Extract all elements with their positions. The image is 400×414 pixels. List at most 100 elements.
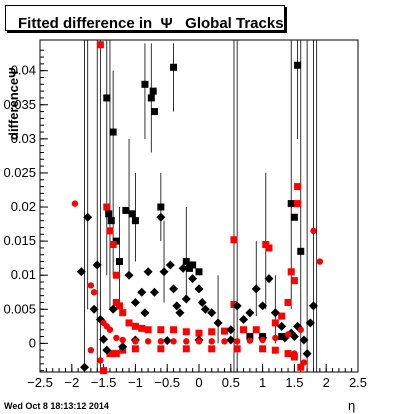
data-point-diamond <box>80 362 90 372</box>
data-point-circle <box>297 326 304 333</box>
data-point-square <box>182 258 190 266</box>
data-point-square <box>157 203 165 211</box>
data-point-square <box>290 353 298 361</box>
y-tick-label: 0.015 <box>3 233 36 248</box>
data-point-square <box>287 268 295 276</box>
data-point-diamond <box>162 336 172 346</box>
data-point-circle <box>87 346 95 354</box>
data-point-square <box>278 333 286 341</box>
data-point-square <box>208 328 216 336</box>
x-axis-label: η <box>348 398 356 413</box>
data-point-circle <box>170 338 177 345</box>
data-point-square <box>240 326 248 334</box>
data-point-diamond <box>305 318 315 328</box>
data-point-diamond <box>200 304 210 314</box>
data-point-square <box>138 324 146 332</box>
data-point-square <box>297 363 305 371</box>
data-point-square <box>284 350 292 358</box>
data-point-circle <box>71 200 79 207</box>
data-point-square <box>157 345 165 353</box>
x-tick-label: −2 <box>64 375 79 390</box>
data-point-diamond <box>181 294 191 304</box>
data-point-square <box>112 271 120 279</box>
data-point-square <box>112 298 120 306</box>
data-point-circle <box>144 338 152 345</box>
data-point-diamond <box>188 274 198 284</box>
data-point-diamond <box>140 308 150 318</box>
data-point-diamond <box>258 301 268 311</box>
data-point-square <box>246 333 254 341</box>
data-point-square <box>195 329 203 337</box>
y-tick-label: 0.035 <box>3 97 36 112</box>
data-point-square <box>107 217 115 225</box>
data-point-circle <box>183 338 190 345</box>
data-point-square <box>252 326 260 334</box>
data-point-square <box>290 277 298 285</box>
data-point-square <box>208 345 216 353</box>
data-point-diamond <box>118 342 128 352</box>
data-point-square <box>119 309 127 317</box>
y-tick-label: 0.02 <box>11 199 36 214</box>
x-tick-label: 0 <box>195 375 202 390</box>
timestamp: Wed Oct 8 18:13:12 2014 <box>4 401 109 411</box>
data-point-square <box>149 87 157 95</box>
data-point-diamond <box>232 301 242 311</box>
x-tick-label: 1.5 <box>285 375 303 390</box>
data-point-diamond <box>207 308 217 318</box>
data-point-square <box>294 183 302 191</box>
data-point-diamond <box>270 308 280 318</box>
data-point-square <box>297 247 305 255</box>
data-point-diamond <box>159 267 169 277</box>
data-point-diamond <box>92 260 102 270</box>
data-point-square <box>100 367 108 375</box>
data-point-diamond <box>137 287 147 297</box>
data-point-circle <box>97 357 104 364</box>
data-point-square <box>294 61 302 69</box>
x-tick-label: 2.5 <box>349 375 367 390</box>
data-point-square <box>287 200 295 208</box>
chart-title-box: Fitted difference in Ψ Global Tracks <box>5 5 285 32</box>
data-point-circle <box>272 334 279 342</box>
data-point-square <box>96 41 104 49</box>
data-point-circle <box>310 227 317 235</box>
data-point-square <box>259 345 267 353</box>
data-point-square <box>195 268 203 276</box>
data-point-square <box>109 241 117 249</box>
data-point-square <box>157 326 165 334</box>
data-point-circle <box>87 282 95 289</box>
data-point-diamond <box>156 212 166 222</box>
data-point-square <box>106 350 114 358</box>
data-point-square <box>271 319 279 327</box>
y-tick-label: 0.025 <box>3 165 36 180</box>
data-point-diamond <box>83 212 93 222</box>
data-point-square <box>284 298 292 306</box>
data-point-diamond <box>130 297 140 307</box>
data-point-square <box>144 326 152 334</box>
data-point-circle <box>259 336 266 344</box>
x-tick-label: 0.5 <box>222 375 240 390</box>
data-point-diamond <box>99 334 109 344</box>
y-tick-label: 0.03 <box>11 131 36 146</box>
data-point-square <box>278 312 286 320</box>
data-point-square <box>147 94 155 102</box>
data-point-square <box>170 63 178 71</box>
chart-title: Fitted difference in Ψ Global Tracks <box>18 15 284 32</box>
data-point-circle <box>291 350 298 357</box>
data-point-circle <box>316 258 324 265</box>
data-point-square <box>131 322 139 330</box>
y-axis-label: differenceΨ <box>6 67 21 140</box>
data-point-circle <box>233 338 241 345</box>
data-point-diamond <box>213 318 223 328</box>
data-point-diamond <box>197 297 207 307</box>
data-point-diamond <box>194 284 204 294</box>
plot-frame <box>39 39 359 373</box>
data-point-square <box>220 327 228 335</box>
data-point-diamond <box>178 263 188 273</box>
data-point-square <box>105 210 113 218</box>
x-tick-label: 2 <box>323 375 330 390</box>
x-tick-label: −2.5 <box>27 375 53 390</box>
data-point-square <box>128 210 136 218</box>
data-point-square <box>116 258 123 266</box>
data-point-circle <box>300 359 308 366</box>
data-point-square <box>271 346 279 354</box>
